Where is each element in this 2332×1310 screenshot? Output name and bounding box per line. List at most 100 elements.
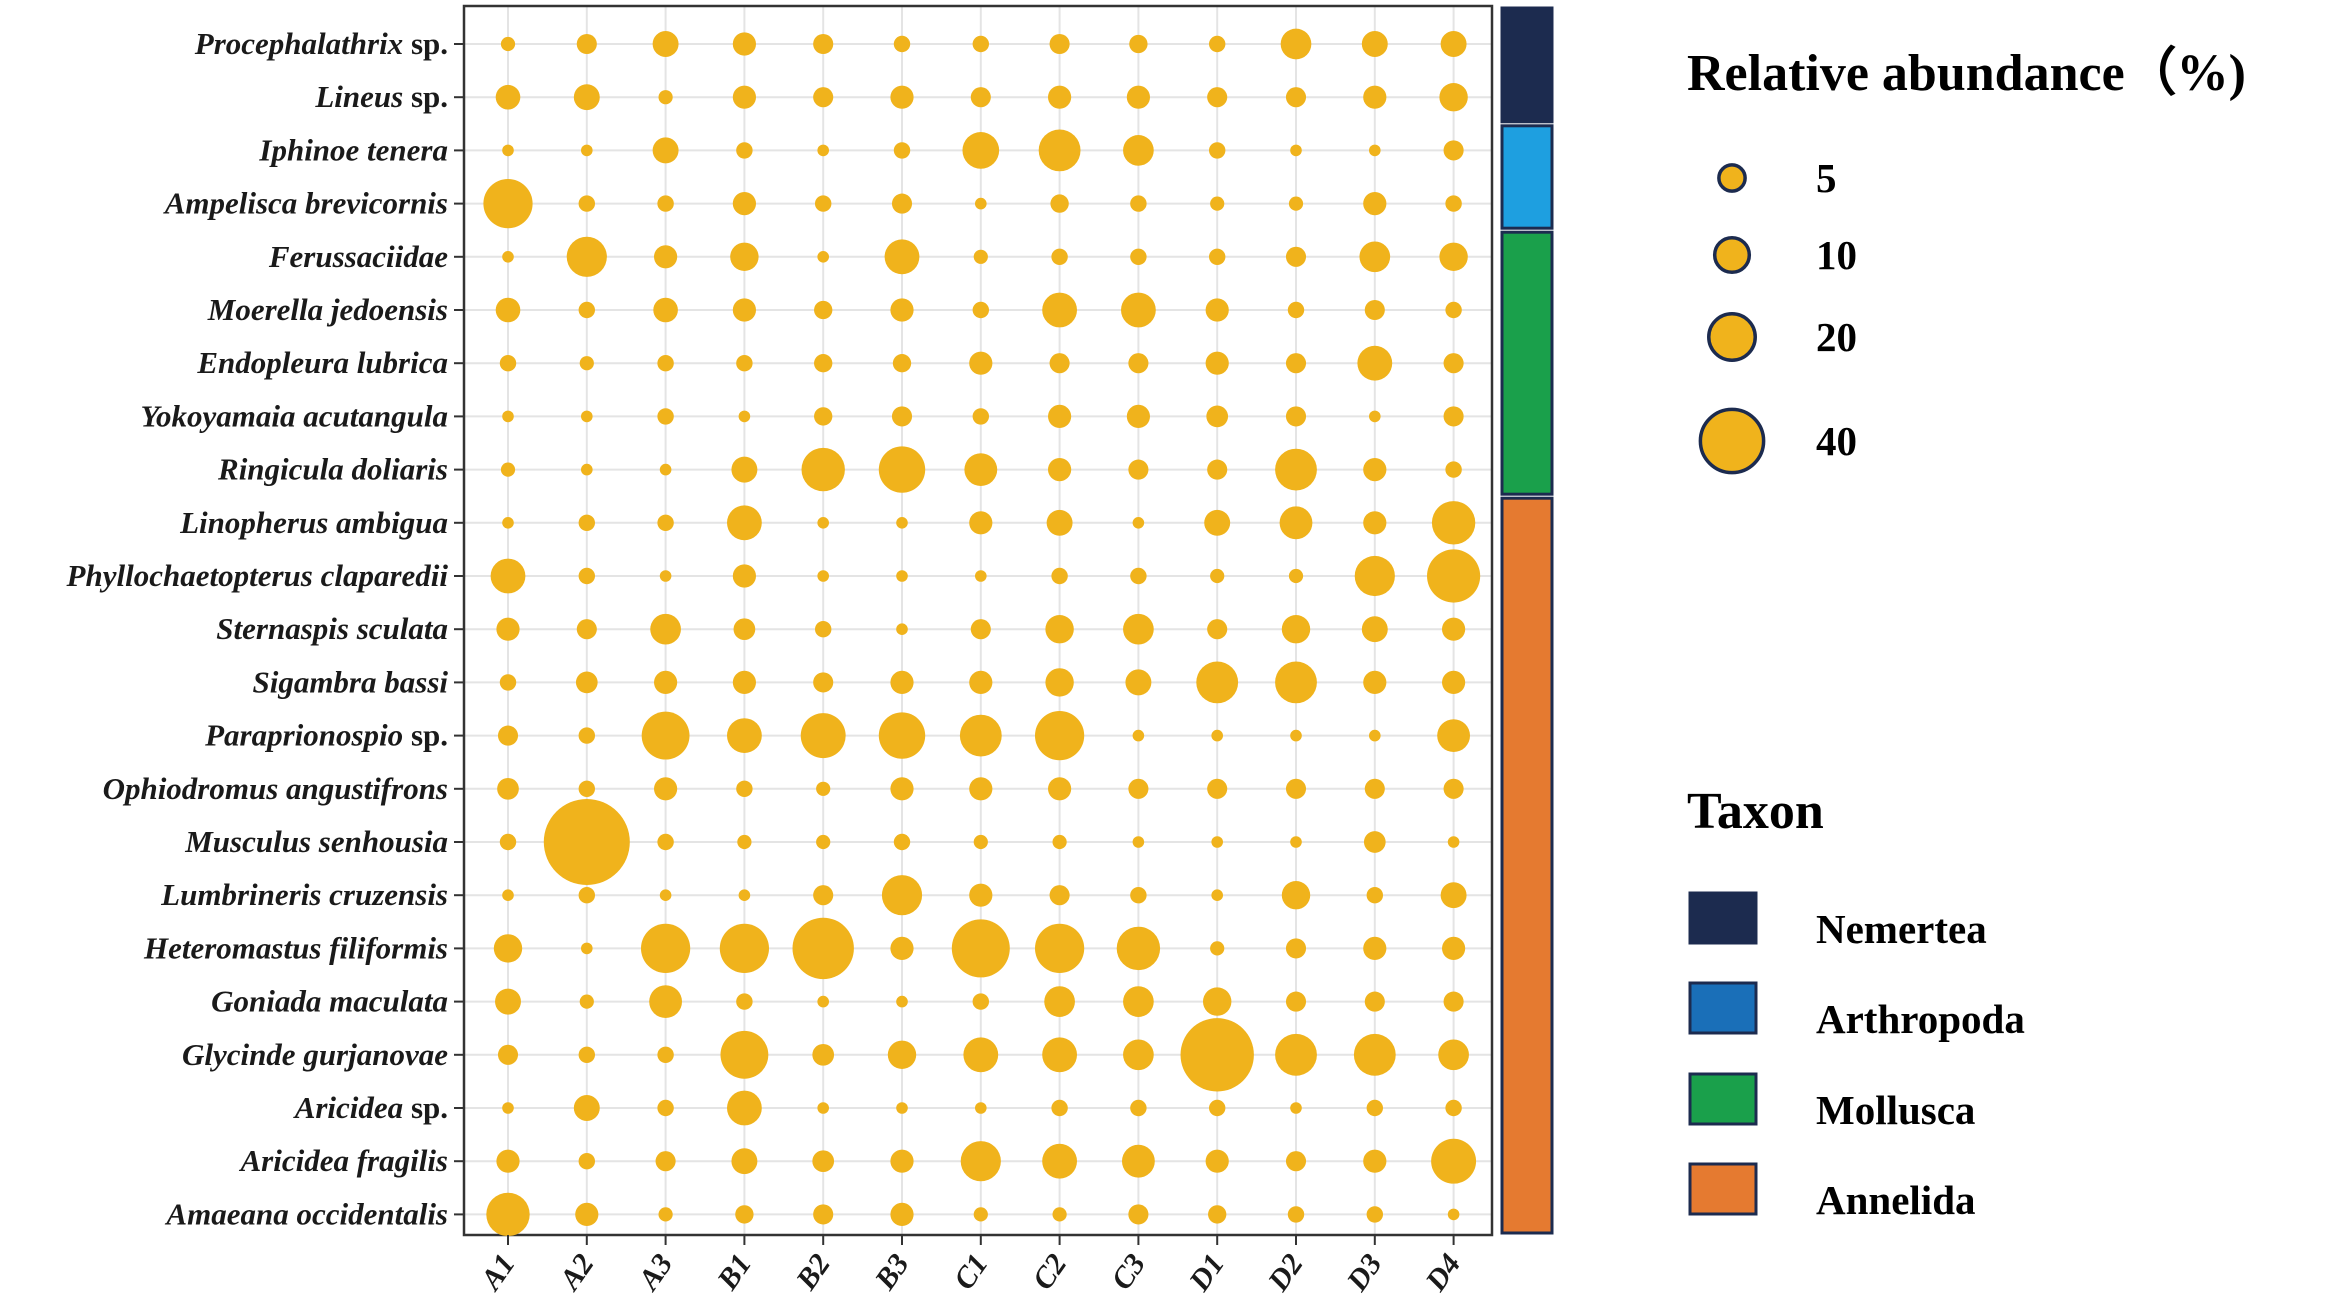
bubble-heteromastus-filiformis-b1 bbox=[719, 923, 770, 974]
bubble-heteromastus-filiformis-d3 bbox=[1363, 936, 1387, 961]
species-label-lineus: Lineus sp. bbox=[314, 79, 448, 114]
bubble-aricidea-fragilis-c3 bbox=[1121, 1144, 1155, 1178]
x-tick-labels: A1 A2 A3 B1 B2 B3 C1 C2 C3 D1 D2 D3 D4 bbox=[473, 1235, 1467, 1298]
size-legend-key-40 bbox=[1698, 407, 1766, 475]
bubble-aricidea-b1 bbox=[727, 1090, 762, 1126]
bubble-lumbrineris-cruzensis-c2 bbox=[1049, 885, 1070, 906]
bubble-aricidea-fragilis-a2 bbox=[578, 1152, 596, 1170]
bubble-yokoyamaia-acutangula-d1 bbox=[1206, 405, 1229, 428]
bubble-aricidea-fragilis-c2 bbox=[1042, 1143, 1077, 1179]
bubble-amaeana-occidentalis-c3 bbox=[1128, 1204, 1149, 1225]
bubble-aricidea-fragilis-b1 bbox=[731, 1148, 758, 1175]
species-label-ringicula-doliaris: Ringicula doliaris bbox=[217, 452, 448, 487]
bubble-musculus-senhousia-b2 bbox=[816, 834, 831, 850]
bubble-ferussaciidae-d1 bbox=[1208, 248, 1226, 266]
bubble-glycinde-gurjanovae-a1 bbox=[497, 1044, 519, 1065]
bubble-phyllochaetopterus-claparedii-d3 bbox=[1354, 555, 1395, 597]
plot-frame bbox=[462, 4, 1494, 1237]
bubble-endopleura-lubrica-a2 bbox=[579, 356, 594, 371]
bubble-lineus-c3 bbox=[1126, 85, 1150, 109]
bubble-paraprionospio-b2 bbox=[800, 713, 846, 759]
x-tick-label-d4: D4 bbox=[1419, 1248, 1468, 1298]
bubble-linopherus-ambigua-d4 bbox=[1431, 501, 1476, 545]
bubble-sternaspis-sculata-c3 bbox=[1123, 613, 1154, 645]
x-tick-label-c1: C1 bbox=[947, 1248, 994, 1296]
species-label-amaeana-occidentalis: Amaeana occidentalis bbox=[164, 1196, 448, 1231]
bubble-moerella-jedoensis-a2 bbox=[578, 301, 596, 319]
bubble-yokoyamaia-acutangula-b1 bbox=[738, 410, 751, 423]
bubble-goniada-maculata-c3 bbox=[1123, 986, 1154, 1017]
bubble-amaeana-occidentalis-c2 bbox=[1052, 1207, 1067, 1222]
bubble-sternaspis-sculata-b1 bbox=[733, 618, 756, 641]
bubble-goniada-maculata-d1 bbox=[1202, 987, 1232, 1016]
bubble-endopleura-lubrica-b1 bbox=[736, 354, 753, 372]
bubble-ringicula-doliaris-a3 bbox=[659, 463, 672, 476]
bubble-linopherus-ambigua-d2 bbox=[1279, 506, 1313, 540]
bubble-musculus-senhousia-c1 bbox=[973, 834, 988, 850]
bubble-aricidea-c1 bbox=[975, 1102, 987, 1114]
size-legend-label-20: 20 bbox=[1816, 314, 1857, 360]
bubble-iphinoe-tenera-d3 bbox=[1369, 144, 1381, 157]
size-legend-key-10 bbox=[1712, 235, 1752, 275]
bubble-ampelisca-brevicornis-a1 bbox=[483, 178, 533, 229]
species-name: Phyllochaetopterus claparedii bbox=[66, 558, 449, 593]
bubble-ferussaciidae-b3 bbox=[884, 239, 920, 275]
bubble-yokoyamaia-acutangula-a2 bbox=[581, 410, 593, 423]
bubble-glycinde-gurjanovae-a3 bbox=[657, 1046, 674, 1064]
species-label-iphinoe-tenera: Iphinoe tenera bbox=[258, 132, 448, 167]
bubble-linopherus-ambigua-d1 bbox=[1204, 509, 1231, 536]
x-tick-label-d3: D3 bbox=[1340, 1248, 1389, 1298]
bubble-moerella-jedoensis-d1 bbox=[1205, 298, 1229, 322]
bubble-aricidea-b2 bbox=[817, 1102, 829, 1114]
bubble-glycinde-gurjanovae-c1 bbox=[963, 1037, 999, 1073]
bubble-lumbrineris-cruzensis-a1 bbox=[502, 889, 514, 901]
size-legend-label-10: 10 bbox=[1816, 232, 1857, 278]
bubble-yokoyamaia-acutangula-a3 bbox=[657, 408, 674, 425]
bubble-iphinoe-tenera-c1 bbox=[962, 132, 1000, 169]
bubble-lumbrineris-cruzensis-b2 bbox=[813, 885, 834, 906]
species-suffix: sp. bbox=[403, 26, 448, 61]
bubble-aricidea-a3 bbox=[657, 1099, 674, 1117]
species-label-aricidea-fragilis: Aricidea fragilis bbox=[238, 1143, 448, 1178]
bubble-phyllochaetopterus-claparedii-c3 bbox=[1130, 567, 1147, 585]
bubble-ferussaciidae-a3 bbox=[654, 245, 678, 269]
bubble-paraprionospio-d1 bbox=[1211, 729, 1223, 742]
bubble-aricidea-fragilis-d2 bbox=[1285, 1151, 1307, 1172]
bubble-heteromastus-filiformis-b2 bbox=[792, 917, 854, 980]
bubble-moerella-jedoensis-b2 bbox=[814, 300, 833, 320]
bubble-sigambra-bassi-b1 bbox=[732, 670, 757, 695]
bubble-phyllochaetopterus-claparedii-c2 bbox=[1051, 567, 1068, 585]
species-label-procephalathrix: Procephalathrix sp. bbox=[194, 26, 448, 61]
bubble-lumbrineris-cruzensis-d1 bbox=[1211, 889, 1223, 901]
bubble-linopherus-ambigua-b3 bbox=[896, 517, 908, 529]
species-label-yokoyamaia-acutangula: Yokoyamaia acutangula bbox=[141, 398, 448, 433]
bubble-heteromastus-filiformis-a1 bbox=[493, 934, 523, 963]
species-label-glycinde-gurjanovae: Glycinde gurjanovae bbox=[182, 1037, 448, 1072]
bubble-procephalathrix-a1 bbox=[500, 36, 516, 52]
bubble-endopleura-lubrica-a3 bbox=[657, 354, 674, 372]
bubble-yokoyamaia-acutangula-d4 bbox=[1443, 406, 1464, 427]
species-suffix: sp. bbox=[403, 718, 448, 753]
bubble-ampelisca-brevicornis-a3 bbox=[657, 195, 674, 212]
species-label-ampelisca-brevicornis: Ampelisca brevicornis bbox=[163, 186, 448, 221]
bubble-lineus-c2 bbox=[1048, 85, 1072, 109]
bubble-aricidea-d1 bbox=[1208, 1099, 1226, 1117]
bubble-endopleura-lubrica-b3 bbox=[892, 354, 912, 373]
bubble-lumbrineris-cruzensis-b3 bbox=[881, 875, 923, 916]
bubble-aricidea-fragilis-d1 bbox=[1205, 1149, 1229, 1173]
bubble-ringicula-doliaris-b1 bbox=[731, 456, 758, 483]
bubble-iphinoe-tenera-b3 bbox=[893, 142, 911, 159]
bubble-ophiodromus-angustifrons-b1 bbox=[736, 780, 753, 798]
bubble-procephalathrix-c2 bbox=[1049, 33, 1070, 55]
bubble-musculus-senhousia-d3 bbox=[1363, 831, 1386, 853]
bubble-ringicula-doliaris-a2 bbox=[581, 463, 593, 476]
bubble-musculus-senhousia-d4 bbox=[1447, 836, 1460, 848]
bubble-yokoyamaia-acutangula-d3 bbox=[1369, 410, 1381, 423]
bubble-phyllochaetopterus-claparedii-b1 bbox=[732, 564, 757, 588]
bubble-sigambra-bassi-b3 bbox=[890, 670, 914, 695]
taxon-bar-arthropoda bbox=[1500, 124, 1554, 230]
bubble-sigambra-bassi-c1 bbox=[969, 670, 993, 695]
species-name: Procephalathrix bbox=[194, 26, 403, 61]
bubble-sigambra-bassi-a2 bbox=[575, 671, 598, 694]
bubble-iphinoe-tenera-d1 bbox=[1208, 142, 1226, 159]
